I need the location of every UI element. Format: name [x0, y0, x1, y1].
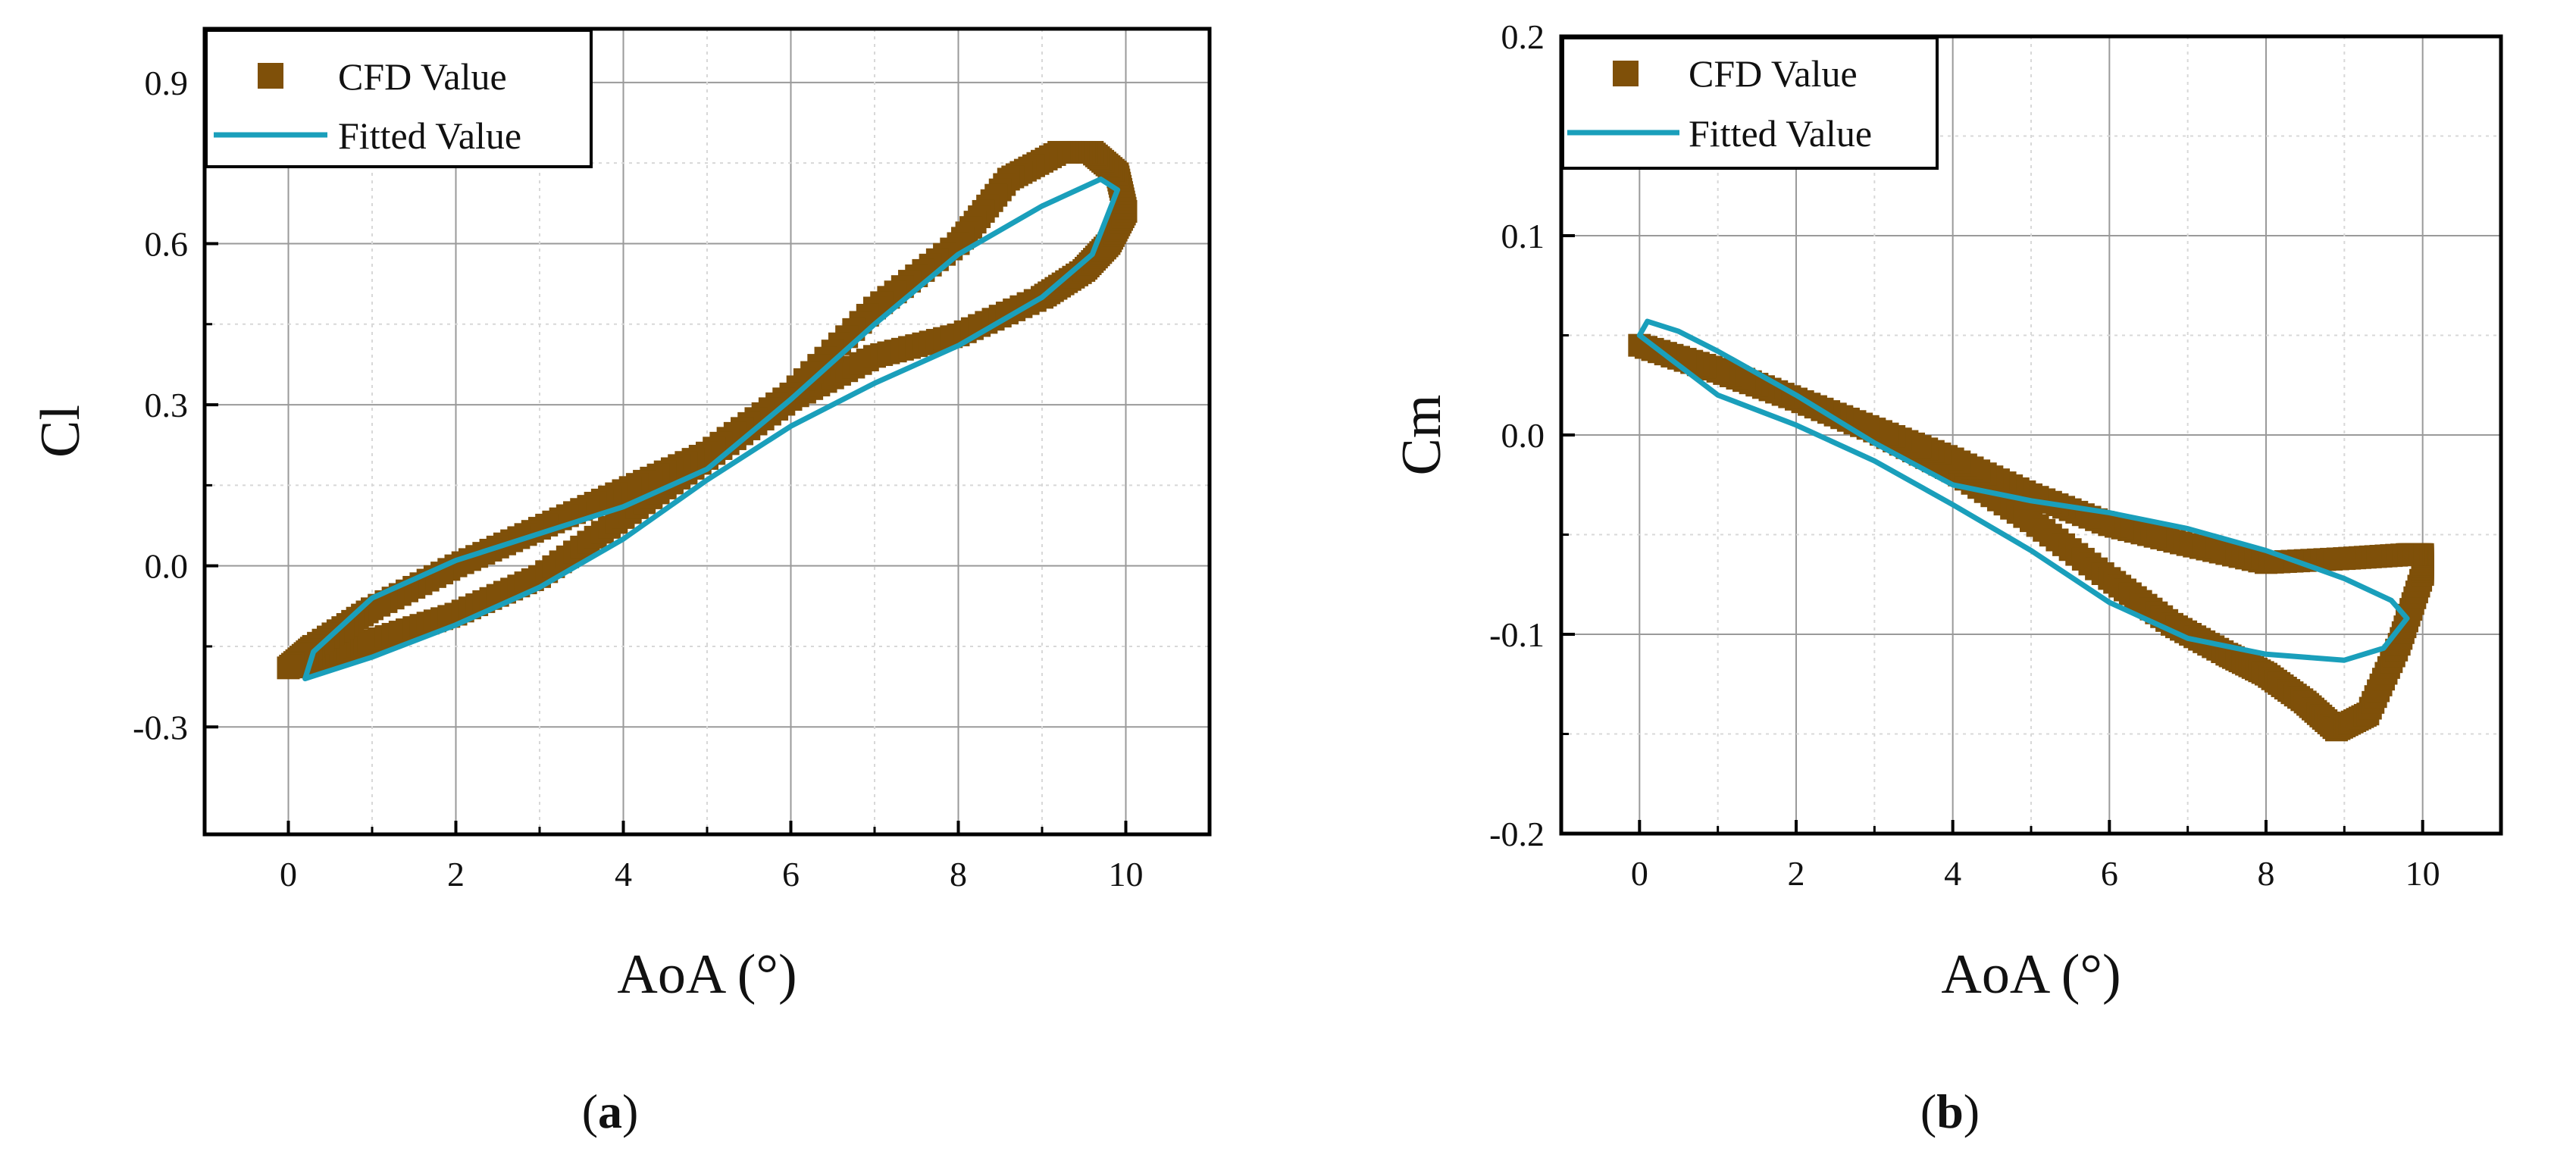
series-a [277, 140, 1138, 681]
series-b [1628, 318, 2434, 742]
x-tick-label-4-a: 8 [950, 855, 967, 893]
legend-b: CFD Value Fitted Value [1561, 36, 1939, 170]
y-axis-label-a: Cl [30, 405, 92, 458]
y-tick-label-1-b: -0.1 [1489, 615, 1545, 654]
y-tick-label-0-b: -0.2 [1489, 815, 1545, 853]
x-tick-label-3-b: 6 [2101, 854, 2118, 893]
x-tick-label-1-a: 2 [447, 855, 465, 893]
y-tick-label-2-b: 0.0 [1501, 416, 1545, 455]
x-tick-label-3-a: 6 [782, 855, 800, 893]
cfd-point-26-11-a [279, 654, 302, 677]
legend-a: CFD Value Fitted Value [205, 29, 593, 168]
chart-panel-b: 0 2 4 6 8 10 -0.2 -0.1 0.0 0.1 0.2 CFD Value Fitte… [1391, 17, 2503, 1138]
legend-label-cfd-b: CFD Value [1689, 52, 1858, 95]
y-axis-label-b: Cm [1391, 395, 1453, 476]
chart-panel-a: 0 2 4 6 8 10 -0.3 0.0 0.3 0.6 0.9 CFD Value Fitted… [30, 27, 1212, 1138]
caption-a: (a) [582, 1084, 639, 1138]
legend-marker-cfd-a [258, 63, 283, 89]
y-tick-label-3-b: 0.1 [1501, 217, 1545, 255]
x-tick-label-1-b: 2 [1788, 854, 1805, 893]
legend-box-a [205, 29, 593, 168]
x-tick-label-2-a: 4 [615, 855, 632, 893]
legend-label-cfd-a: CFD Value [338, 55, 507, 98]
legend-label-fitted-b: Fitted Value [1689, 112, 1872, 155]
x-tick-label-2-b: 4 [1944, 854, 1961, 893]
legend-box-b [1561, 36, 1939, 170]
y-tick-label-0-a: -0.3 [133, 708, 188, 746]
y-tick-label-3-a: 0.6 [145, 224, 189, 263]
y-tick-label-4-b: 0.2 [1501, 17, 1545, 56]
caption-b: (b) [1920, 1084, 1980, 1138]
legend-marker-cfd-b [1613, 61, 1639, 86]
x-axis-label-b: AoA (°) [1941, 943, 2121, 1006]
legend-label-fitted-a: Fitted Value [338, 114, 521, 157]
x-tick-label-0-b: 0 [1631, 854, 1648, 893]
x-tick-label-0-a: 0 [280, 855, 297, 893]
x-axis-label-a: AoA (°) [617, 943, 797, 1006]
x-tick-label-4-b: 8 [2258, 854, 2275, 893]
gridlines-a [205, 29, 1210, 834]
fitted-line-b [1636, 318, 2410, 663]
x-tick-label-5-a: 10 [1109, 855, 1144, 893]
y-tick-label-2-a: 0.3 [145, 386, 189, 424]
y-tick-label-4-a: 0.9 [145, 64, 189, 102]
x-tick-label-5-b: 10 [2405, 854, 2440, 893]
caption-letter-b: b [1936, 1084, 1964, 1138]
ticks-b: 0 2 4 6 8 10 -0.2 -0.1 0.0 0.1 0.2 [1489, 17, 2440, 893]
y-tick-label-1-a: 0.0 [145, 547, 189, 586]
caption-letter-a: a [598, 1084, 622, 1138]
fitted-line-a [302, 176, 1120, 681]
ticks-a: 0 2 4 6 8 10 -0.3 0.0 0.3 0.6 0.9 [133, 64, 1143, 893]
